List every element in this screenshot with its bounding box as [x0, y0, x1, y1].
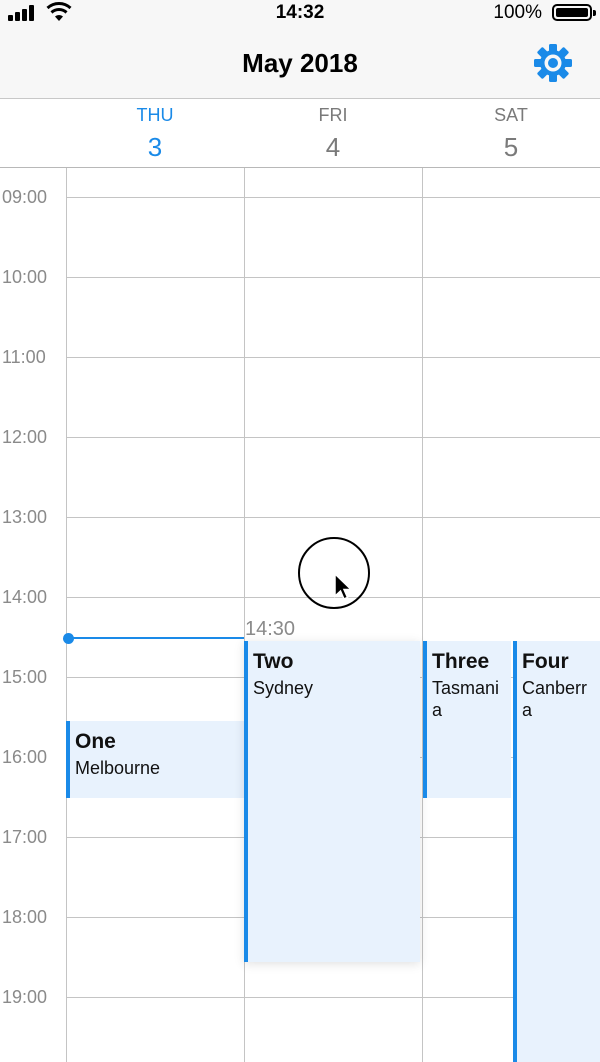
hour-line: [66, 277, 600, 278]
hour-label: 16:00: [2, 747, 48, 767]
day-column-header-fri[interactable]: FRI 4: [244, 99, 422, 163]
day-number: 5: [503, 132, 519, 162]
month-title: May 2018: [242, 48, 358, 78]
hour-label: 19:00: [2, 987, 48, 1007]
current-time-label: 14:30: [245, 618, 296, 640]
hour-line: [66, 997, 600, 998]
hour-label: 17:00: [2, 827, 48, 847]
event-title: One: [75, 730, 116, 753]
cellular-signal-icon: [8, 5, 38, 21]
day-number: 3: [147, 132, 163, 162]
hour-line: [66, 437, 600, 438]
battery-icon: [552, 4, 596, 21]
hour-line: [66, 517, 600, 518]
hour-label: 18:00: [2, 907, 48, 927]
day-column-header-sat[interactable]: SAT 5: [422, 99, 600, 163]
event-title: Two: [253, 650, 294, 673]
event-location: Tasmania: [432, 678, 500, 720]
event-two[interactable]: Two Sydney: [244, 641, 420, 962]
hour-line: [66, 197, 600, 198]
day-of-week: FRI: [318, 105, 348, 125]
event-title: Three: [432, 650, 490, 673]
status-time: 14:32: [275, 2, 325, 23]
day-column-header-thu[interactable]: THU 3: [66, 99, 244, 163]
event-location: Melbourne: [75, 758, 161, 778]
gear-icon[interactable]: [533, 43, 573, 83]
event-title: Four: [522, 650, 569, 673]
column-divider: [244, 168, 245, 1062]
current-time-line: [66, 637, 244, 639]
hour-label: 14:00: [2, 587, 48, 607]
day-of-week: SAT: [494, 105, 528, 125]
event-three[interactable]: Three Tasmania: [423, 641, 511, 798]
event-one[interactable]: One Melbourne: [66, 721, 244, 798]
day-header: THU 3 FRI 4 SAT 5: [0, 99, 600, 168]
hour-label: 15:00: [2, 667, 48, 687]
wifi-icon: [46, 2, 72, 21]
navigation-bar: May 2018: [0, 26, 600, 99]
status-bar: 14:32 100%: [0, 0, 600, 26]
mouse-pointer-icon: [334, 572, 353, 600]
hour-line: [66, 357, 600, 358]
column-divider: [422, 168, 423, 1062]
event-four[interactable]: Four Canberra: [513, 641, 600, 1062]
touch-indicator: [298, 537, 370, 609]
column-divider: [66, 168, 67, 1062]
event-location: Canberra: [522, 678, 588, 720]
battery-percentage: 100%: [493, 2, 542, 23]
current-time-dot: [63, 633, 74, 644]
week-grid[interactable]: 09:00 10:00 11:00 12:00 13:00 14:00 15:0…: [0, 168, 600, 1062]
hour-label: 13:00: [2, 507, 48, 527]
hour-label: 10:00: [2, 267, 48, 287]
hour-label: 12:00: [2, 427, 48, 447]
hour-label: 09:00: [2, 187, 48, 207]
day-of-week: THU: [136, 105, 174, 125]
hour-label: 11:00: [2, 347, 46, 367]
day-number: 4: [325, 132, 341, 162]
event-location: Sydney: [253, 678, 314, 698]
